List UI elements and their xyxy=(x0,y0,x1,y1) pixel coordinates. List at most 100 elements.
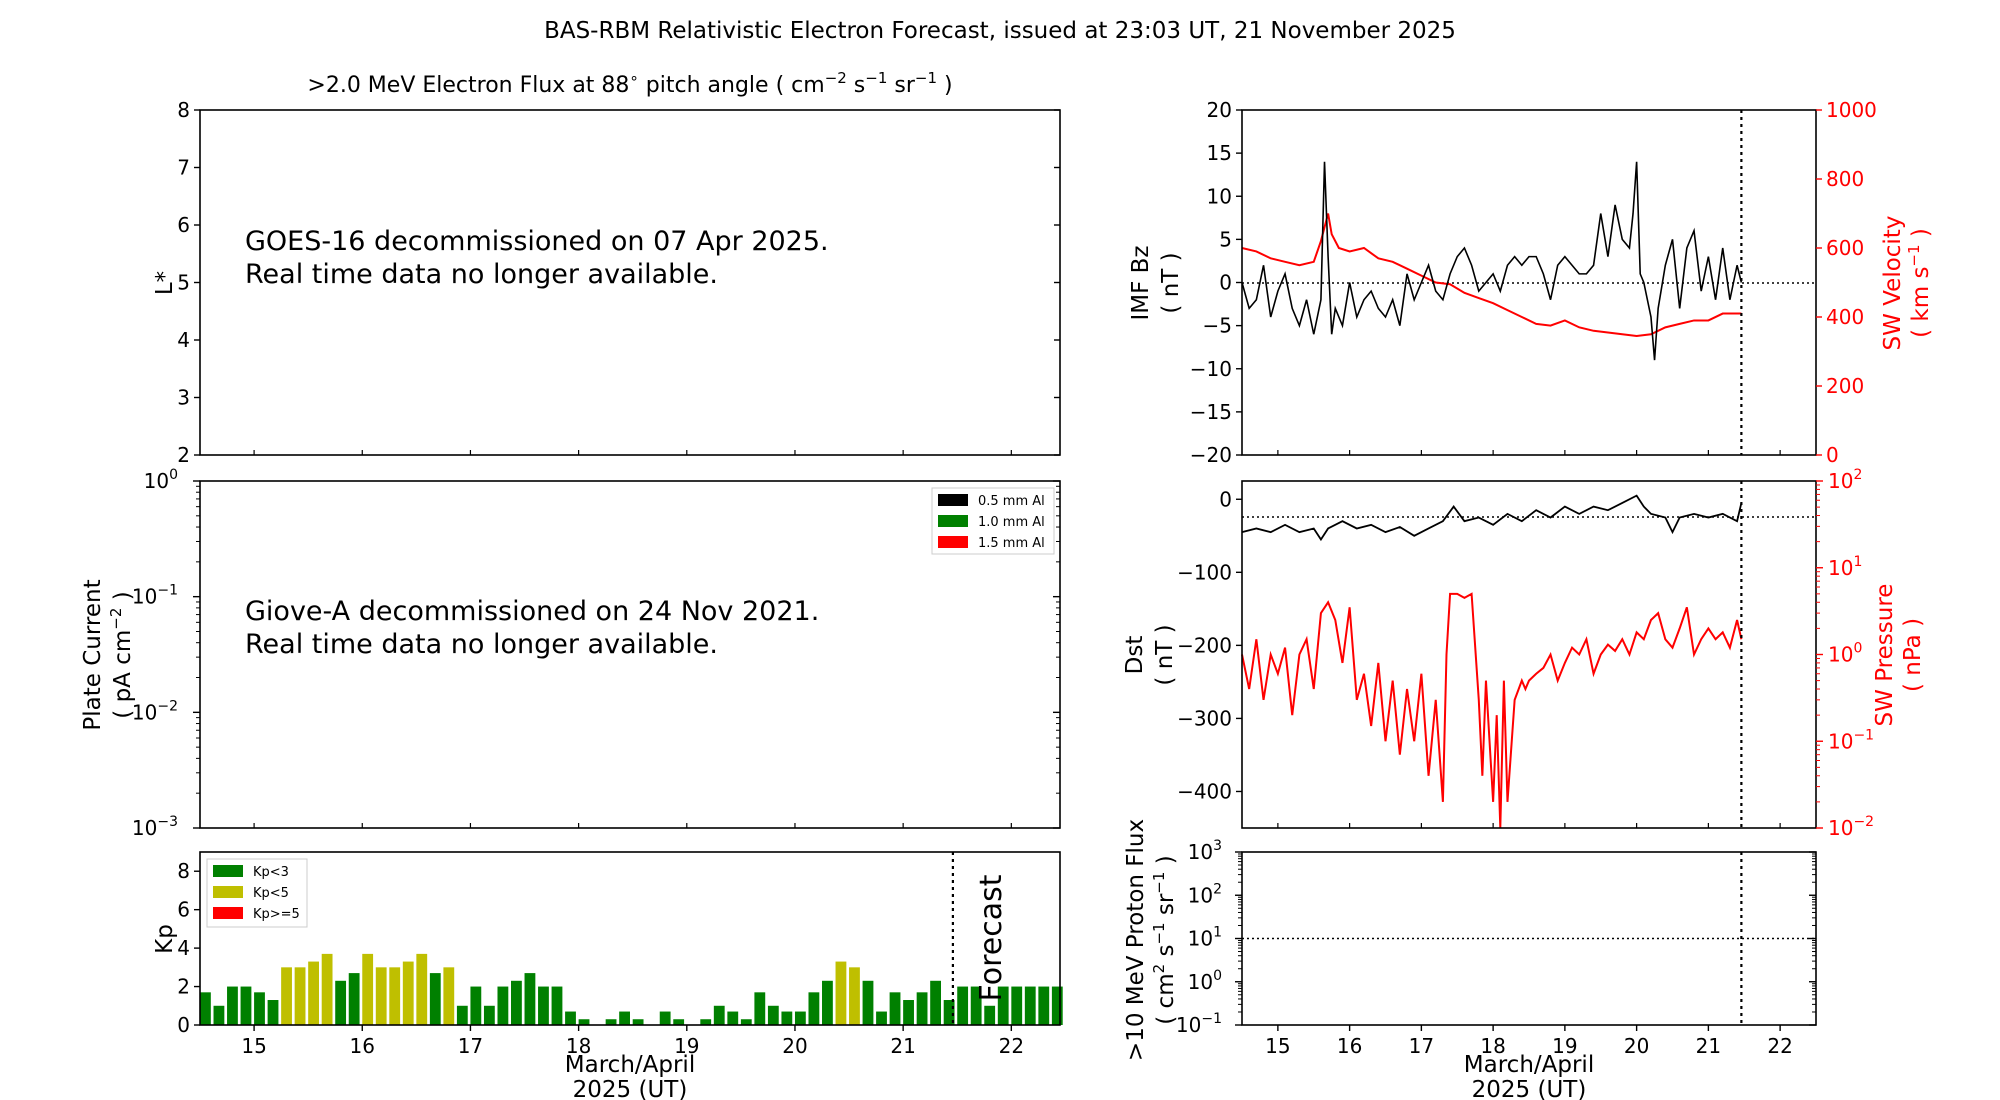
kp-bar xyxy=(808,992,820,1025)
imf-ytick-label: −20 xyxy=(1190,443,1232,467)
proton-xtick-label: 22 xyxy=(1767,1034,1792,1058)
proton-xtick-label: 16 xyxy=(1337,1034,1362,1058)
proton-xtick-label: 17 xyxy=(1409,1034,1434,1058)
electron-flux-ytick-label: 5 xyxy=(177,271,190,295)
legend-label-1p0mm: 1.0 mm Al xyxy=(978,515,1045,530)
proton-xtick-label: 20 xyxy=(1624,1034,1649,1058)
plate-current-legend: 0.5 mm Al 1.0 mm Al 1.5 mm Al xyxy=(931,487,1055,555)
kp-legend-swatch-low xyxy=(213,865,243,877)
imf-ytick-label: −15 xyxy=(1190,400,1232,424)
plate-current-axes xyxy=(199,480,1061,829)
kp-ytick-label: 8 xyxy=(177,859,190,883)
dst-series xyxy=(1241,494,1743,542)
kp-bar xyxy=(429,973,441,1025)
kp-xlabel-line2: 2025 (UT) xyxy=(573,1077,688,1100)
sw-velocity-ylabel-line2: ( km s−1 ) xyxy=(1905,228,1934,338)
kp-bar xyxy=(389,967,401,1025)
kp-bar xyxy=(862,980,874,1025)
imf-bz-series xyxy=(1241,161,1743,361)
plate-current-ylabel-line1: Plate Current xyxy=(80,579,106,730)
proton-ytick-label: 102 xyxy=(1188,881,1222,907)
kp-bar xyxy=(213,1005,225,1025)
kp-bar xyxy=(1011,986,1023,1025)
plate-current-message-line1: Giove-A decommissioned on 24 Nov 2021. xyxy=(245,596,819,627)
sw-pressure-ytick-label: 102 xyxy=(1828,467,1862,493)
kp-bar xyxy=(916,992,928,1025)
electron-flux-message-line1: GOES-16 decommissioned on 07 Apr 2025. xyxy=(245,226,829,257)
kp-bar xyxy=(321,953,333,1025)
sw-pressure-series xyxy=(1241,592,1743,829)
plate-current-ytick-label: 10−1 xyxy=(132,583,178,609)
kp-bar xyxy=(619,1011,630,1025)
kp-ytick-label: 4 xyxy=(177,936,190,960)
kp-xtick-label: 22 xyxy=(999,1034,1024,1058)
kp-bar xyxy=(443,967,455,1025)
sw-velocity-ytick-label: 200 xyxy=(1826,374,1864,398)
kp-bar xyxy=(984,1005,996,1025)
sw-velocity-ylabel-line1: SW Velocity xyxy=(1880,216,1906,351)
dst-ytick-label: −200 xyxy=(1177,633,1232,657)
imf-ytick-label: 5 xyxy=(1219,227,1232,251)
kp-bar xyxy=(889,992,901,1025)
proton-xtick-label: 21 xyxy=(1696,1034,1721,1058)
sw-velocity-ytick-label: 800 xyxy=(1826,167,1864,191)
kp-bar xyxy=(835,961,847,1025)
plate-current-message-line2: Real time data no longer available. xyxy=(245,629,718,660)
kp-forecast-label: Forecast xyxy=(974,874,1009,1001)
electron-flux-message-line2: Real time data no longer available. xyxy=(245,259,718,290)
kp-bar xyxy=(673,1019,685,1025)
kp-bar xyxy=(362,953,374,1025)
kp-xtick-label: 16 xyxy=(350,1034,375,1058)
kp-bar xyxy=(740,1019,752,1025)
kp-bar xyxy=(240,986,252,1025)
proton-ylabel-line2: ( cm2 s−1 sr−1 ) xyxy=(1150,855,1179,1024)
electron-flux-ytick-label: 2 xyxy=(177,443,190,467)
electron-flux-ytick-label: 6 xyxy=(177,213,190,237)
kp-bar xyxy=(876,1011,887,1025)
sw-pressure-ytick-label: 101 xyxy=(1828,554,1862,580)
kp-bar xyxy=(849,967,860,1025)
kp-bar xyxy=(822,980,833,1025)
kp-bar xyxy=(267,1000,279,1025)
kp-xlabel-line1: March/April xyxy=(565,1052,695,1078)
legend-swatch-1p0mm xyxy=(938,515,968,527)
kp-bar xyxy=(227,986,238,1025)
legend-swatch-0p5mm xyxy=(938,494,968,506)
kp-bar xyxy=(1051,986,1063,1025)
sw-pressure-ytick-label: 10−2 xyxy=(1828,814,1874,840)
kp-bar xyxy=(997,986,1009,1025)
kp-xtick-label: 20 xyxy=(782,1034,807,1058)
imf-ytick-label: −10 xyxy=(1190,357,1232,381)
kp-bar xyxy=(700,1019,712,1025)
kp-bar xyxy=(794,1011,806,1025)
kp-xtick-label: 21 xyxy=(890,1034,915,1058)
kp-xtick-label: 19 xyxy=(674,1034,699,1058)
plate-current-ytick-label: 100 xyxy=(144,467,178,493)
kp-bar xyxy=(578,1019,590,1025)
dst-pressure-axes xyxy=(1241,480,1817,829)
figure-title: BAS-RBM Relativistic Electron Forecast, … xyxy=(544,18,1456,44)
imf-ylabel-line2: ( nT ) xyxy=(1158,252,1184,313)
electron-flux-ylabel: L* xyxy=(152,271,178,295)
kp-bar xyxy=(200,992,211,1025)
plate-current-ylabel-line2: ( pA cm−2 ) xyxy=(107,591,136,718)
kp-legend-swatch-high xyxy=(213,907,243,919)
kp-bar xyxy=(659,1011,671,1025)
kp-ytick-label: 2 xyxy=(177,975,190,999)
dst-ytick-label: −100 xyxy=(1177,560,1232,584)
legend-label-1p5mm: 1.5 mm Al xyxy=(978,536,1045,551)
kp-bar xyxy=(767,1005,779,1025)
imf-sw-panel: −20 −15 −10 −5 0 5 10 15 20 0 200 400 600 800 1000 IM… xyxy=(1128,98,1934,467)
imf-ylabel-line1: IMF Bz xyxy=(1128,245,1154,320)
proton-xtick-label: 15 xyxy=(1265,1034,1290,1058)
kp-bar xyxy=(348,973,360,1025)
kp-bar xyxy=(943,1000,955,1025)
proton-ytick-label: 10−1 xyxy=(1176,1011,1222,1037)
kp-xtick-label: 15 xyxy=(241,1034,266,1058)
kp-legend-label-high: Kp>=5 xyxy=(253,907,300,922)
kp-bar xyxy=(781,1011,793,1025)
kp-bar xyxy=(538,986,549,1025)
kp-bar xyxy=(511,980,522,1025)
kp-bar xyxy=(930,980,942,1025)
